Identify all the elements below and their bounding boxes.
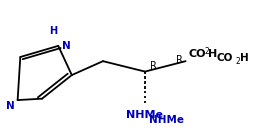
Text: 2: 2 [205, 47, 210, 56]
Text: N: N [7, 101, 15, 111]
Text: N: N [62, 41, 71, 51]
Text: CO: CO [188, 49, 206, 59]
Text: NHMe: NHMe [149, 115, 184, 125]
Text: H: H [208, 49, 217, 59]
Text: NHMe: NHMe [127, 110, 163, 120]
Text: CO: CO [217, 53, 233, 63]
Text: R: R [176, 55, 182, 65]
Text: R: R [150, 61, 157, 71]
Text: 2: 2 [235, 57, 240, 66]
Text: H: H [49, 26, 57, 36]
Text: H: H [240, 53, 249, 63]
